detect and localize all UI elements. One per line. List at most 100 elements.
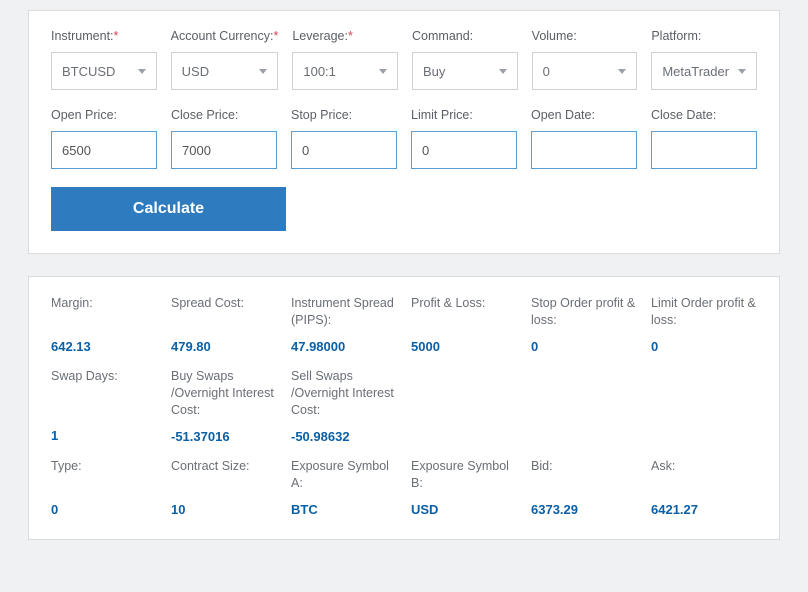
calculator-form-panel: Instrument:*BTCUSDAccount Currency:*USDL… [28, 10, 780, 254]
result-item: Profit & Loss: 5000 [411, 295, 517, 354]
result-label: Buy Swaps /Overnight Interest Cost: [171, 368, 277, 419]
result-item: Contract Size: 10 [171, 458, 277, 517]
result-value: 479.80 [171, 339, 277, 354]
leverage-select[interactable]: 100:1 [292, 52, 398, 90]
result-label: Profit & Loss: [411, 295, 517, 329]
result-label: Instrument Spread (PIPS): [291, 295, 397, 329]
leverage-select-value: 100:1 [303, 64, 336, 79]
calculate-button-label: Calculate [133, 200, 204, 218]
result-value: 1 [51, 428, 157, 443]
chevron-down-icon [499, 69, 507, 74]
result-spacer [411, 368, 517, 444]
result-item: Margin:642.13 [51, 295, 157, 354]
form-row-2: Open Price: Close Price: Stop Price: Limit … [51, 108, 757, 169]
account-currency-select-field: Account Currency:* USD [171, 29, 279, 90]
result-item: Spread Cost: 479.80 [171, 295, 277, 354]
chevron-down-icon [738, 69, 746, 74]
result-value: 0 [51, 502, 157, 517]
result-item: Swap Days: 1 [51, 368, 157, 444]
stop-price-input[interactable] [302, 143, 386, 158]
close-date-input-label: Close Date: [651, 108, 757, 122]
close-price-input-wrapper [171, 131, 277, 169]
platform-select-field: Platform: MetaTrader [651, 29, 757, 90]
result-label: Contract Size: [171, 458, 277, 492]
result-value: 642.13 [51, 339, 157, 354]
volume-select-value: 0 [543, 64, 550, 79]
result-value: -51.37016 [171, 429, 277, 444]
leverage-select-label: Leverage:* [292, 29, 398, 43]
open-date-input-wrapper [531, 131, 637, 169]
instrument-select-value: BTCUSD [62, 64, 115, 79]
results-grid: Margin:642.13 Spread Cost: 479.80 Instrumen… [51, 295, 757, 517]
result-label: Exposure Symbol B: [411, 458, 517, 492]
chevron-down-icon [379, 69, 387, 74]
result-label: Sell Swaps /Overnight Interest Cost: [291, 368, 397, 419]
command-select-field: Command: Buy [412, 29, 518, 90]
result-spacer [531, 368, 637, 444]
calculate-button[interactable]: Calculate [51, 187, 286, 231]
result-value: USD [411, 502, 517, 517]
platform-select[interactable]: MetaTrader [651, 52, 757, 90]
close-price-input[interactable] [182, 143, 266, 158]
close-price-input-label: Close Price: [171, 108, 277, 122]
result-item: Ask: 6421.27 [651, 458, 757, 517]
result-value: -50.98632 [291, 429, 397, 444]
command-select[interactable]: Buy [412, 52, 518, 90]
stop-price-input-wrapper [291, 131, 397, 169]
open-date-input-label: Open Date: [531, 108, 637, 122]
result-value: 0 [651, 339, 757, 354]
result-label: Spread Cost: [171, 295, 277, 329]
chevron-down-icon [618, 69, 626, 74]
result-item: Buy Swaps /Overnight Interest Cost: -51.3… [171, 368, 277, 444]
form-row-1: Instrument:*BTCUSDAccount Currency:*USDL… [51, 29, 757, 90]
instrument-select-field: Instrument:*BTCUSD [51, 29, 157, 90]
result-label: Ask: [651, 458, 757, 492]
result-label: Stop Order profit & loss: [531, 295, 637, 329]
result-item: Stop Order profit & loss: 0 [531, 295, 637, 354]
result-value: 6421.27 [651, 502, 757, 517]
result-label: Type: [51, 458, 157, 492]
open-price-input-label: Open Price: [51, 108, 157, 122]
volume-select[interactable]: 0 [532, 52, 638, 90]
result-label: Swap Days: [51, 368, 157, 418]
result-item: Bid:6373.29 [531, 458, 637, 517]
command-select-label: Command: [412, 29, 518, 43]
result-item: Instrument Spread (PIPS): 47.98000 [291, 295, 397, 354]
account-currency-select[interactable]: USD [171, 52, 279, 90]
volume-select-field: Volume: 0 [532, 29, 638, 90]
result-value: 5000 [411, 339, 517, 354]
volume-select-label: Volume: [532, 29, 638, 43]
required-asterisk: * [114, 29, 119, 43]
stop-price-input-label: Stop Price: [291, 108, 397, 122]
required-asterisk: * [348, 29, 353, 43]
leverage-select-field: Leverage:* 100:1 [292, 29, 398, 90]
chevron-down-icon [138, 69, 146, 74]
limit-price-input-label: Limit Price: [411, 108, 517, 122]
account-currency-select-label: Account Currency:* [171, 29, 279, 43]
open-price-input-wrapper [51, 131, 157, 169]
result-spacer [651, 368, 757, 444]
close-price-input-field: Close Price: [171, 108, 277, 169]
result-value: BTC [291, 502, 397, 517]
result-label: Bid: [531, 458, 637, 492]
result-item: Exposure Symbol B: USD [411, 458, 517, 517]
open-date-input[interactable] [542, 143, 626, 158]
open-price-input-field: Open Price: [51, 108, 157, 169]
platform-select-value: MetaTrader [662, 64, 729, 79]
account-currency-select-value: USD [182, 64, 209, 79]
limit-price-input[interactable] [422, 143, 506, 158]
platform-select-label: Platform: [651, 29, 757, 43]
result-label: Exposure Symbol A: [291, 458, 397, 492]
limit-price-input-field: Limit Price: [411, 108, 517, 169]
result-value: 47.98000 [291, 339, 397, 354]
chevron-down-icon [259, 69, 267, 74]
open-date-input-field: Open Date: [531, 108, 637, 169]
close-date-input[interactable] [662, 143, 746, 158]
result-value: 10 [171, 502, 277, 517]
command-select-value: Buy [423, 64, 445, 79]
instrument-select[interactable]: BTCUSD [51, 52, 157, 90]
result-item: Type: 0 [51, 458, 157, 517]
result-value: 0 [531, 339, 637, 354]
result-item: Sell Swaps /Overnight Interest Cost: -50.… [291, 368, 397, 444]
open-price-input[interactable] [62, 143, 146, 158]
